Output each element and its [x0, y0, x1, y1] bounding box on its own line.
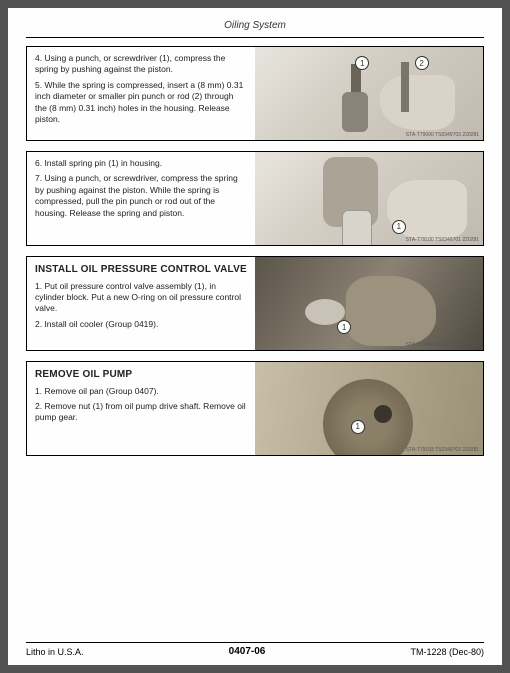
manual-section: 4. Using a punch, or screwdriver (1), co… [26, 46, 484, 141]
manual-section: REMOVE OIL PUMP 1. Remove oil pan (Group … [26, 361, 484, 456]
section-figure: 1 STA-T79193 TS0349703 220281 [255, 362, 483, 455]
step-text: 1. Remove oil pan (Group 0407). [35, 386, 247, 397]
manual-page: Oiling System 4. Using a punch, or screw… [8, 8, 502, 665]
figure-caption: STA-T79100 TS0349701 220281 [406, 237, 479, 243]
manual-section: INSTALL OIL PRESSURE CONTROL VALVE 1. Put… [26, 256, 484, 351]
section-title: INSTALL OIL PRESSURE CONTROL VALVE [35, 263, 247, 277]
figure-caption: STA-T79094 TS0349702 220281 [406, 342, 479, 348]
step-text: 5. While the spring is compressed, inser… [35, 80, 247, 126]
figure-callout: 1 [351, 420, 365, 434]
section-text: REMOVE OIL PUMP 1. Remove oil pan (Group … [27, 362, 255, 455]
step-text: 6. Install spring pin (1) in housing. [35, 158, 247, 169]
sections-container: 4. Using a punch, or screwdriver (1), co… [26, 46, 484, 466]
figure-callout: 2 [415, 56, 429, 70]
header-rule [26, 37, 484, 38]
step-text: 1. Put oil pressure control valve assemb… [35, 281, 247, 315]
manual-section: 6. Install spring pin (1) in housing. 7. … [26, 151, 484, 246]
page-footer: Litho in U.S.A. 0407-06 TM-1228 (Dec-80) [26, 642, 484, 657]
section-figure: 1STA-T79094 TS0349702 220281 [255, 257, 483, 350]
header-title: Oiling System [224, 20, 286, 31]
step-text: 7. Using a punch, or screwdriver, compre… [35, 173, 247, 219]
section-figure: 1STA-T79100 TS0349701 220281 [255, 152, 483, 245]
footer-left: Litho in U.S.A. [26, 647, 84, 657]
footer-right: TM-1228 (Dec-80) [410, 647, 484, 657]
figure-caption: STA-T79000 TS0349703 220281 [406, 132, 479, 138]
section-figure: 12STA-T79000 TS0349703 220281 [255, 47, 483, 140]
figure-callout: 1 [392, 220, 406, 234]
page-header: Oiling System [26, 20, 484, 31]
section-text: 4. Using a punch, or screwdriver (1), co… [27, 47, 255, 140]
section-text: 6. Install spring pin (1) in housing. 7. … [27, 152, 255, 245]
step-text: 2. Install oil cooler (Group 0419). [35, 319, 247, 330]
figure-caption: STA-T79193 TS0349703 220281 [406, 447, 479, 453]
footer-center: 0407-06 [229, 646, 266, 657]
step-text: 2. Remove nut (1) from oil pump drive sh… [35, 401, 247, 424]
section-text: INSTALL OIL PRESSURE CONTROL VALVE 1. Put… [27, 257, 255, 350]
step-text: 4. Using a punch, or screwdriver (1), co… [35, 53, 247, 76]
section-title: REMOVE OIL PUMP [35, 368, 247, 382]
